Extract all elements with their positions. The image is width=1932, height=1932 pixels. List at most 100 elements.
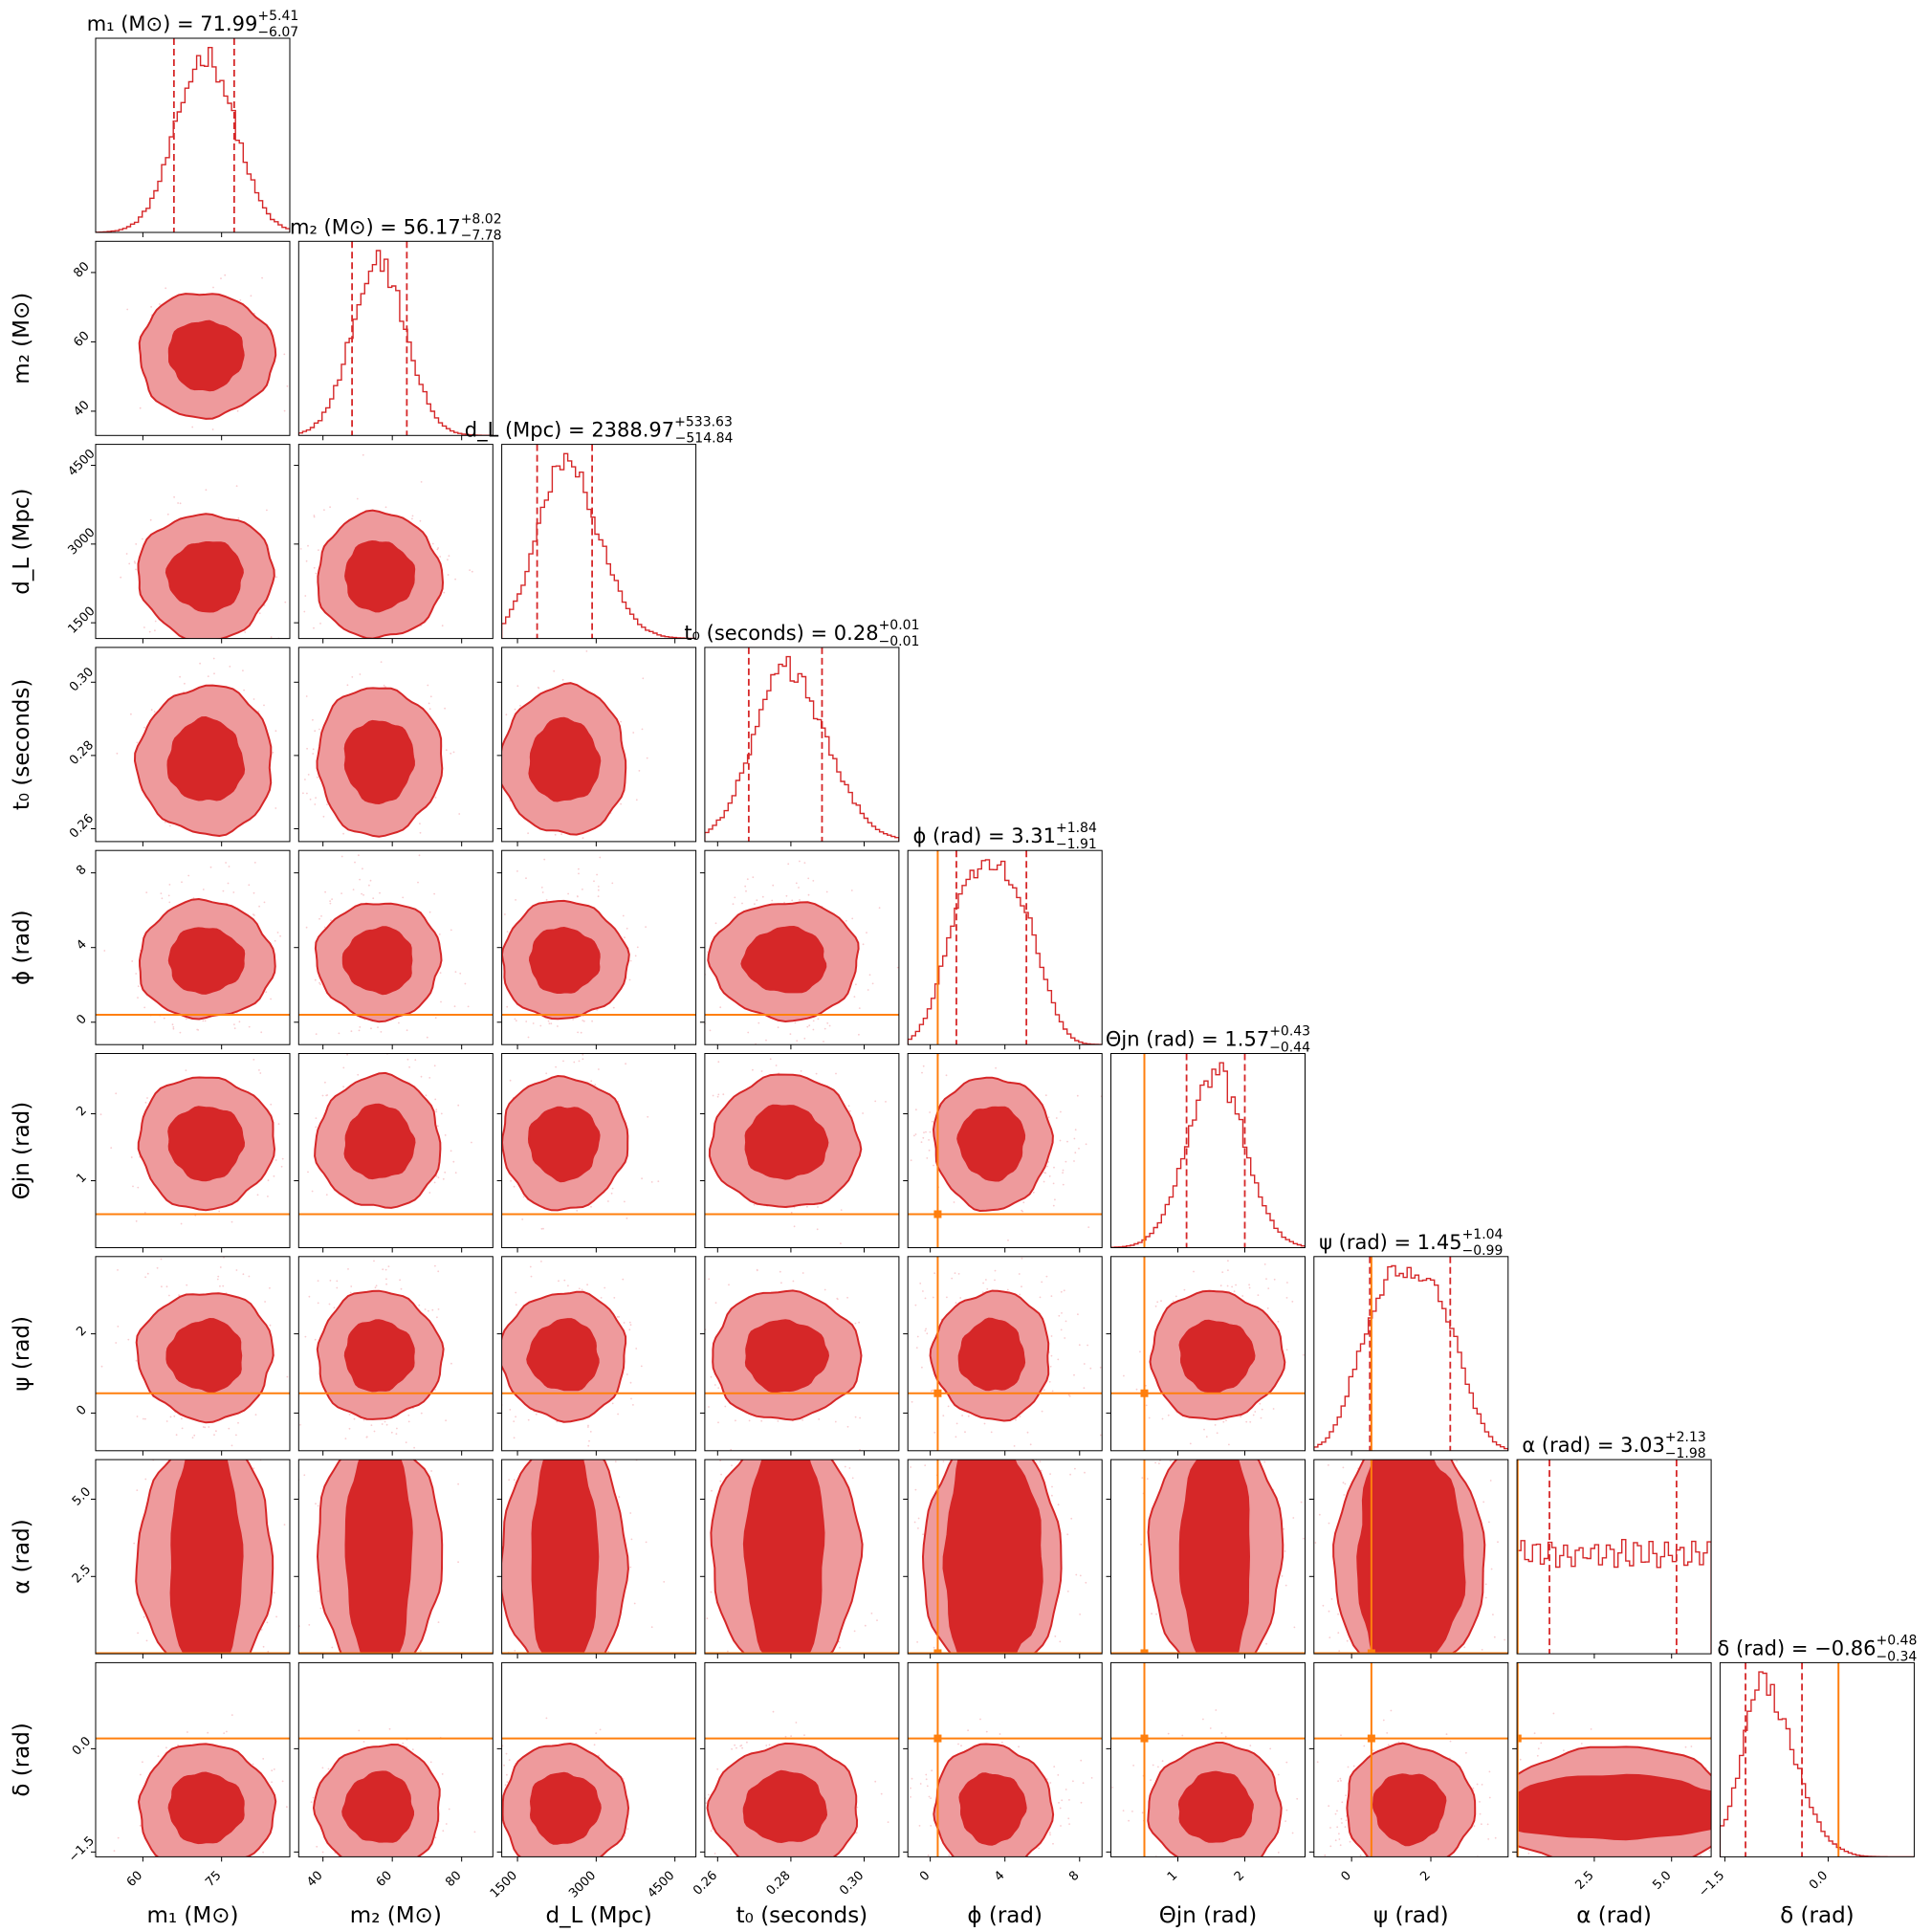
scatter-point xyxy=(164,821,166,823)
scatter-point xyxy=(135,973,138,975)
scatter-point xyxy=(793,1206,796,1209)
scatter-point xyxy=(1055,1117,1058,1119)
scatter-point xyxy=(471,570,473,573)
scatter-point xyxy=(1048,1175,1051,1177)
scatter-point xyxy=(791,899,794,902)
scatter-point xyxy=(553,670,556,672)
scatter-point xyxy=(923,1131,925,1133)
scatter-point xyxy=(276,932,279,933)
scatter-point xyxy=(606,1047,608,1049)
scatter-point xyxy=(787,863,790,866)
scatter-point xyxy=(248,1275,251,1278)
scatter-point xyxy=(541,891,544,893)
scatter-point xyxy=(504,913,506,915)
scatter-point xyxy=(172,1026,175,1028)
scatter-point xyxy=(148,630,151,633)
scatter-point xyxy=(448,555,450,558)
scatter-point xyxy=(550,1238,552,1240)
scatter-point xyxy=(604,1075,606,1077)
scatter-point xyxy=(357,1073,360,1076)
scatter-point xyxy=(892,1150,894,1152)
scatter-point xyxy=(803,1037,806,1040)
scatter-point xyxy=(181,1417,183,1420)
scatter-point xyxy=(343,1068,345,1070)
panel-6-0: 02 xyxy=(74,1256,291,1456)
scatter-point xyxy=(270,1103,273,1106)
scatter-point xyxy=(806,1205,808,1208)
scatter-point xyxy=(428,1192,431,1194)
scatter-point xyxy=(317,1302,319,1305)
scatter-point xyxy=(760,1070,763,1072)
scatter-point xyxy=(624,1200,626,1203)
scatter-point xyxy=(542,1227,544,1230)
scatter-point xyxy=(358,854,360,857)
scatter-point xyxy=(329,900,331,902)
contour-inner xyxy=(527,1106,601,1183)
scatter-point xyxy=(314,978,317,981)
scatter-point xyxy=(580,1031,582,1034)
scatter-point xyxy=(264,1301,266,1303)
scatter-point xyxy=(1059,1139,1062,1142)
scatter-point xyxy=(845,919,847,922)
scatter-point xyxy=(137,985,140,988)
scatter-point xyxy=(610,1192,613,1195)
scatter-point xyxy=(772,884,775,887)
scatter-point xyxy=(253,862,256,864)
contour-inner xyxy=(167,1106,246,1182)
scatter-point xyxy=(450,752,452,755)
scatter-point xyxy=(222,889,225,892)
scatter-point xyxy=(491,1112,493,1114)
scatter-point xyxy=(311,1190,314,1193)
scatter-point xyxy=(1054,1198,1056,1201)
scatter-point xyxy=(1052,1204,1055,1207)
scatter-point xyxy=(143,1006,146,1009)
panel-5-4 xyxy=(892,1053,1103,1253)
scatter-point xyxy=(591,1020,593,1022)
param-title-3: t₀ (seconds) = 0.28+0.01 −0.01 xyxy=(684,618,919,649)
scatter-point xyxy=(641,1177,643,1180)
scatter-point xyxy=(317,1280,319,1282)
scatter-point xyxy=(274,1159,277,1161)
scatter-point xyxy=(645,926,647,928)
scatter-point xyxy=(438,1237,440,1239)
scatter-point xyxy=(450,1362,452,1365)
scatter-point xyxy=(299,548,302,550)
scatter-point xyxy=(629,959,632,962)
scatter-point xyxy=(506,1005,509,1008)
scatter-point xyxy=(173,1415,176,1417)
scatter-point xyxy=(286,384,289,387)
scatter-point xyxy=(624,936,626,939)
scatter-point xyxy=(848,1109,851,1112)
panel-3-0: 0.260.280.30 xyxy=(67,647,291,846)
scatter-point xyxy=(204,1020,207,1022)
scatter-point xyxy=(328,1303,331,1306)
scatter-point xyxy=(625,1063,626,1065)
scatter-point xyxy=(318,981,320,984)
scatter-point xyxy=(153,711,156,713)
scatter-point xyxy=(623,845,625,846)
scatter-point xyxy=(405,879,406,881)
scatter-point xyxy=(587,1426,589,1428)
scatter-point xyxy=(115,1342,118,1344)
ytick-label: 4 xyxy=(74,937,89,953)
scatter-point xyxy=(178,1294,181,1296)
scatter-point xyxy=(193,1434,196,1437)
scatter-point xyxy=(306,792,308,795)
scatter-point xyxy=(167,894,170,897)
panel-5-3 xyxy=(686,1053,900,1253)
scatter-point xyxy=(686,1174,688,1175)
scatter-point xyxy=(218,1210,221,1213)
panel-frame xyxy=(501,444,697,640)
scatter-point xyxy=(454,971,457,973)
scatter-point xyxy=(931,1120,933,1123)
scatter-point xyxy=(771,899,774,902)
scatter-point xyxy=(945,1074,948,1077)
scatter-point xyxy=(428,708,431,711)
scatter-point xyxy=(444,707,446,710)
scatter-point xyxy=(425,1094,428,1097)
scatter-point xyxy=(351,676,354,678)
scatter-point xyxy=(401,639,403,641)
scatter-point xyxy=(1074,1152,1077,1154)
scatter-point xyxy=(647,1115,649,1118)
scatter-point xyxy=(235,1434,237,1437)
